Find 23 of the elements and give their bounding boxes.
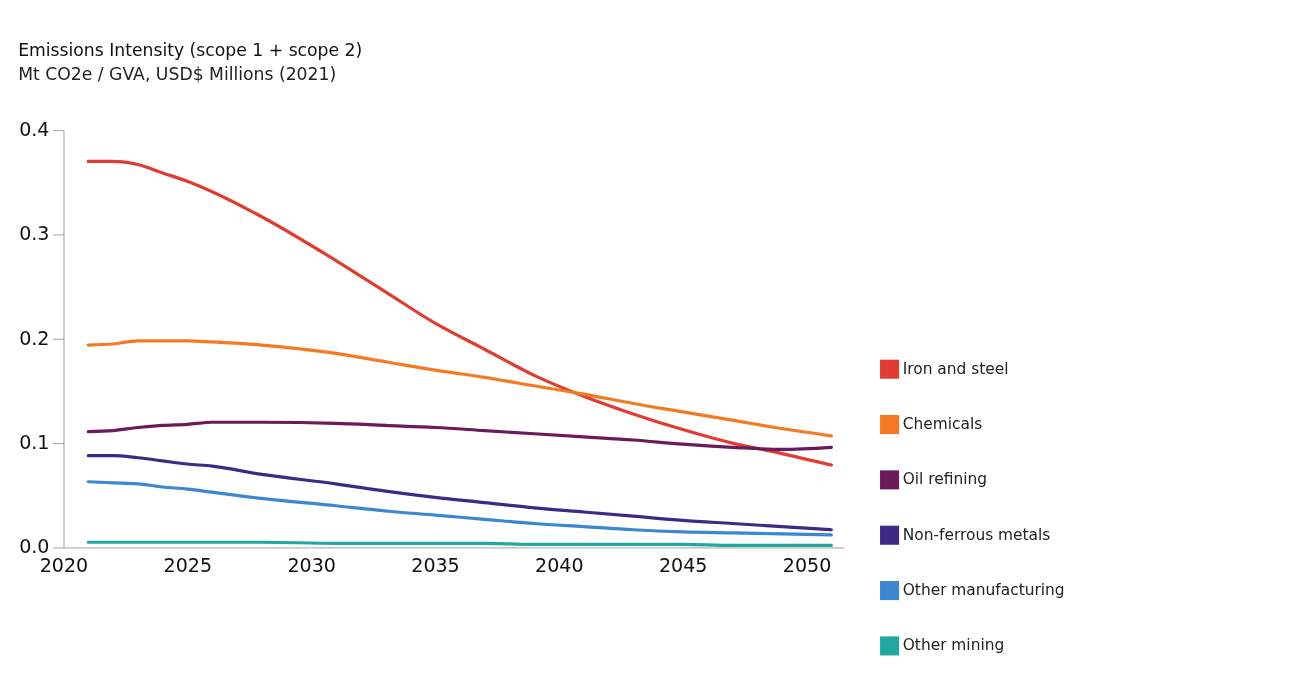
legend-label: Other manufacturing: [902, 581, 1065, 600]
x-tick-label: 2025: [163, 554, 213, 577]
x-tick-label: 2035: [411, 554, 460, 577]
line-series: [86, 159, 833, 467]
x-tick-label: 2045: [658, 554, 708, 577]
line-series: [86, 420, 833, 451]
legend-label: Oil refining: [902, 470, 988, 489]
chart-subtitle: Mt CO2e / GVA, USD$ Millions (2021): [18, 64, 337, 85]
x-tick-label: 2050: [782, 554, 832, 577]
y-tick-label: 0.1: [19, 431, 50, 454]
legend-label: Other mining: [902, 636, 1005, 655]
legend-label: Chemicals: [902, 415, 983, 434]
x-tick-label: 2040: [535, 554, 584, 577]
line-series: [86, 480, 833, 537]
y-tick-label: 0.2: [19, 326, 50, 349]
y-tick-label: 0.4: [19, 118, 50, 141]
legend-label: Non-ferrous metals: [902, 525, 1051, 544]
y-tick-label: 0.3: [19, 222, 50, 245]
legend-label: Iron and steel: [902, 359, 1009, 378]
line-series: [86, 454, 833, 532]
x-tick-label: 2030: [287, 554, 336, 577]
line-series: [86, 339, 833, 438]
chart-title: Emissions Intensity (scope 1 + scope 2): [18, 39, 363, 60]
